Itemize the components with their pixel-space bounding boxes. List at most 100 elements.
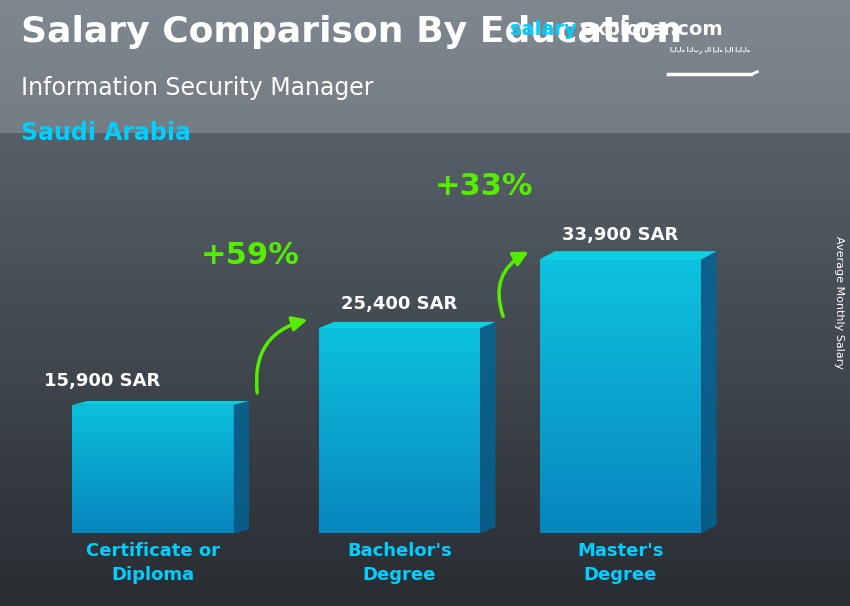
- Polygon shape: [72, 476, 234, 478]
- Polygon shape: [540, 419, 701, 424]
- Bar: [0, 412, 850, 418]
- Bar: [0, 55, 850, 61]
- Polygon shape: [540, 291, 701, 296]
- Polygon shape: [319, 413, 480, 417]
- Text: 15,900 SAR: 15,900 SAR: [44, 371, 160, 390]
- Polygon shape: [319, 438, 480, 441]
- Polygon shape: [72, 430, 234, 433]
- Bar: [0, 533, 850, 539]
- Bar: [0, 273, 850, 279]
- Polygon shape: [234, 401, 249, 533]
- Bar: [0, 291, 850, 297]
- Bar: [0, 551, 850, 558]
- Bar: [0, 303, 850, 309]
- Polygon shape: [72, 454, 234, 456]
- Polygon shape: [72, 416, 234, 418]
- Polygon shape: [319, 345, 480, 348]
- Polygon shape: [319, 342, 480, 345]
- Polygon shape: [72, 521, 234, 522]
- Text: +33%: +33%: [434, 172, 533, 201]
- Polygon shape: [72, 504, 234, 505]
- Bar: [0, 285, 850, 291]
- Text: +59%: +59%: [201, 241, 299, 270]
- Polygon shape: [540, 428, 701, 433]
- Polygon shape: [540, 360, 701, 364]
- Polygon shape: [319, 369, 480, 373]
- Polygon shape: [319, 373, 480, 376]
- Polygon shape: [319, 352, 480, 355]
- Bar: [0, 509, 850, 515]
- Polygon shape: [72, 494, 234, 497]
- Bar: [0, 30, 850, 36]
- Bar: [0, 24, 850, 30]
- Polygon shape: [72, 428, 234, 430]
- Polygon shape: [319, 489, 480, 492]
- Polygon shape: [540, 251, 717, 259]
- Polygon shape: [319, 393, 480, 396]
- Polygon shape: [540, 528, 701, 533]
- Polygon shape: [319, 502, 480, 506]
- Bar: [0, 0, 850, 133]
- Bar: [0, 242, 850, 248]
- Polygon shape: [540, 460, 701, 465]
- Polygon shape: [72, 418, 234, 420]
- Text: الله أكبر لا إله إلا الله: الله أكبر لا إله إلا الله: [670, 47, 750, 55]
- Bar: [0, 564, 850, 570]
- Text: Certificate or
Diploma: Certificate or Diploma: [86, 542, 220, 584]
- Text: Average Monthly Salary: Average Monthly Salary: [834, 236, 844, 370]
- Polygon shape: [540, 519, 701, 524]
- Polygon shape: [72, 401, 249, 405]
- Polygon shape: [72, 465, 234, 467]
- Bar: [0, 588, 850, 594]
- Bar: [0, 121, 850, 127]
- Bar: [0, 430, 850, 436]
- Polygon shape: [72, 452, 234, 454]
- Text: 25,400 SAR: 25,400 SAR: [342, 295, 457, 313]
- Polygon shape: [319, 355, 480, 359]
- Bar: [0, 12, 850, 18]
- Polygon shape: [540, 382, 701, 387]
- Polygon shape: [72, 512, 234, 514]
- Polygon shape: [72, 439, 234, 441]
- Polygon shape: [540, 301, 701, 305]
- Polygon shape: [319, 444, 480, 448]
- Polygon shape: [72, 435, 234, 437]
- Bar: [0, 570, 850, 576]
- Bar: [0, 545, 850, 551]
- Polygon shape: [540, 351, 701, 355]
- Bar: [0, 515, 850, 521]
- Polygon shape: [540, 342, 701, 346]
- Polygon shape: [319, 461, 480, 465]
- Bar: [0, 176, 850, 182]
- Polygon shape: [540, 405, 701, 410]
- Polygon shape: [72, 462, 234, 465]
- Polygon shape: [319, 427, 480, 431]
- Polygon shape: [319, 434, 480, 438]
- Text: Saudi Arabia: Saudi Arabia: [21, 121, 191, 145]
- Polygon shape: [540, 415, 701, 419]
- Polygon shape: [540, 506, 701, 510]
- Bar: [0, 461, 850, 467]
- Polygon shape: [319, 471, 480, 475]
- Polygon shape: [540, 378, 701, 382]
- Polygon shape: [319, 527, 480, 530]
- Polygon shape: [319, 475, 480, 479]
- Text: Information Security Manager: Information Security Manager: [21, 76, 374, 100]
- Polygon shape: [72, 461, 234, 462]
- Polygon shape: [540, 296, 701, 301]
- Bar: [0, 454, 850, 461]
- Bar: [0, 594, 850, 600]
- Polygon shape: [319, 482, 480, 485]
- Bar: [0, 527, 850, 533]
- Polygon shape: [540, 282, 701, 287]
- Text: salary: salary: [510, 20, 577, 39]
- Polygon shape: [72, 444, 234, 445]
- Polygon shape: [72, 527, 234, 529]
- Polygon shape: [319, 519, 480, 523]
- Polygon shape: [319, 499, 480, 502]
- Polygon shape: [540, 305, 701, 310]
- Bar: [0, 600, 850, 606]
- Bar: [0, 448, 850, 454]
- Bar: [0, 400, 850, 406]
- Polygon shape: [319, 458, 480, 461]
